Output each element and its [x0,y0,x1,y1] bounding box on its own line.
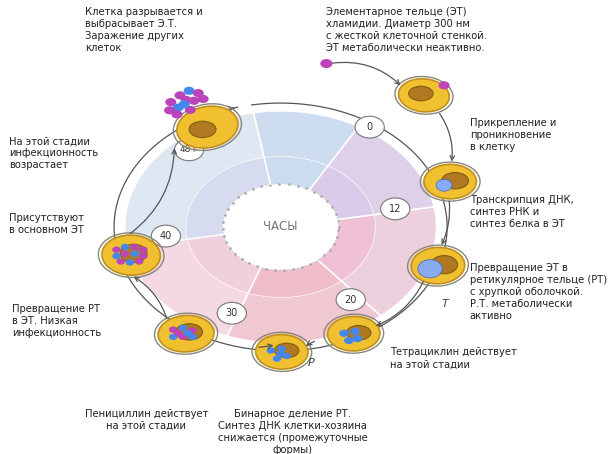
Wedge shape [228,281,381,343]
Text: Транскрипция ДНК,
синтез РНК и
синтез белка в ЭТ: Транскрипция ДНК, синтез РНК и синтез бе… [470,195,573,229]
Ellipse shape [177,106,238,148]
Circle shape [418,260,442,278]
Text: Превращение ЭТ в
ретикулярное тельце (РТ)
с хрупкой оболочкой.
Р.Т. метаболическ: Превращение ЭТ в ретикулярное тельце (РТ… [470,263,607,321]
Circle shape [179,325,187,331]
Circle shape [267,347,275,354]
Circle shape [173,104,184,112]
Circle shape [121,244,129,250]
Circle shape [171,110,182,118]
Ellipse shape [189,121,216,138]
Wedge shape [281,215,375,281]
Text: Тетрациклин действует
на этой стадии: Тетрациклин действует на этой стадии [390,347,517,369]
Circle shape [276,350,285,357]
Circle shape [174,139,204,161]
Circle shape [344,337,354,344]
Circle shape [320,59,332,68]
Circle shape [164,106,175,114]
Circle shape [439,81,450,89]
Text: 48+: 48+ [180,145,198,154]
Text: Присутствуют
в основном ЭТ: Присутствуют в основном ЭТ [9,213,84,235]
Circle shape [193,89,204,97]
Ellipse shape [431,256,458,274]
Circle shape [217,302,246,324]
Circle shape [169,326,178,333]
Wedge shape [281,166,374,227]
Ellipse shape [411,247,465,284]
Circle shape [381,198,410,220]
Circle shape [184,87,195,95]
Circle shape [336,289,365,311]
Circle shape [185,106,196,114]
Circle shape [350,328,360,335]
Wedge shape [125,113,264,247]
Circle shape [112,247,121,253]
Text: 30: 30 [226,308,238,318]
Circle shape [188,327,196,334]
Text: P: P [307,358,315,368]
Ellipse shape [274,343,299,358]
Circle shape [112,253,121,259]
Wedge shape [127,239,248,336]
Wedge shape [187,227,281,293]
Circle shape [278,345,286,352]
Circle shape [353,335,362,342]
Text: Бинарное деление РТ.
Синтез ДНК клетки-хозяина
снижается (промежуточные
формы): Бинарное деление РТ. Синтез ДНК клетки-х… [218,409,368,454]
Ellipse shape [256,335,308,369]
Circle shape [223,184,339,270]
Ellipse shape [424,164,476,199]
Circle shape [165,98,176,106]
Circle shape [184,330,192,336]
Ellipse shape [102,235,160,275]
Circle shape [355,116,384,138]
Ellipse shape [120,244,147,262]
Circle shape [135,258,143,265]
Text: Элементарное тельце (ЭТ)
хламидии. Диаметр 300 нм
с жесткой клеточной стенкой.
Э: Элементарное тельце (ЭТ) хламидии. Диаме… [326,7,487,53]
Text: 20: 20 [345,295,357,305]
Circle shape [179,100,190,109]
Wedge shape [328,127,434,215]
Text: Превращение РТ
в ЭТ. Низкая
инфекционность: Превращение РТ в ЭТ. Низкая инфекционнос… [12,304,101,338]
Circle shape [198,95,209,103]
Wedge shape [254,111,359,166]
Ellipse shape [328,316,380,351]
Ellipse shape [398,79,450,112]
Circle shape [188,334,197,340]
Circle shape [174,330,182,336]
Circle shape [179,334,187,340]
Ellipse shape [346,326,371,340]
Circle shape [436,179,452,191]
Ellipse shape [176,324,203,340]
Wedge shape [342,207,436,316]
Text: T: T [442,299,449,309]
Circle shape [131,251,139,257]
Text: 0: 0 [367,122,373,132]
Text: 40: 40 [160,231,172,241]
Text: На этой стадии
инфекционность
возрастает: На этой стадии инфекционность возрастает [9,136,98,170]
Circle shape [131,244,139,250]
Circle shape [282,353,291,359]
Wedge shape [186,158,281,239]
Text: Прикрепление и
проникновение
в клетку: Прикрепление и проникновение в клетку [470,118,556,152]
Text: ЧАСЫ: ЧАСЫ [264,221,298,233]
Wedge shape [248,227,342,297]
Circle shape [181,96,192,104]
Circle shape [121,251,129,257]
Circle shape [188,97,199,105]
Text: Клетка разрывается и
выбрасывает Э.Т.
Заражение других
клеток: Клетка разрывается и выбрасывает Э.Т. За… [85,7,203,53]
Circle shape [139,247,148,253]
Circle shape [126,259,134,266]
Ellipse shape [409,86,433,101]
Circle shape [339,330,349,337]
Text: Пенициллин действует
на этой стадии: Пенициллин действует на этой стадии [85,409,208,430]
Text: 12: 12 [389,204,401,214]
Circle shape [273,355,281,362]
Circle shape [151,225,181,247]
Ellipse shape [158,316,214,352]
Circle shape [139,253,148,259]
Ellipse shape [442,173,468,189]
Circle shape [117,258,125,265]
Circle shape [169,334,178,340]
Circle shape [174,91,185,99]
Wedge shape [264,157,328,227]
